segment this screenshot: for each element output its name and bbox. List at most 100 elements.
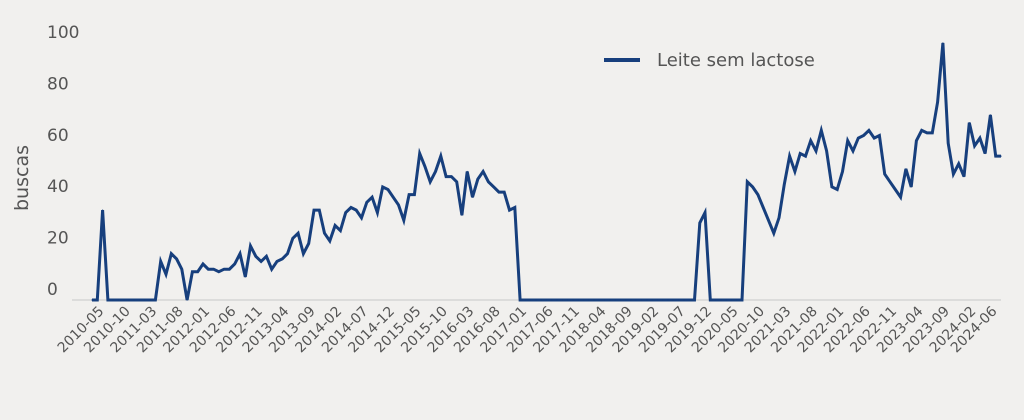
data-point: [567, 299, 569, 301]
data-point: [154, 299, 156, 301]
data-point: [942, 42, 944, 44]
data-point: [149, 299, 151, 301]
data-point: [440, 155, 442, 157]
y-tick-label: 20: [47, 229, 69, 249]
data-point: [804, 155, 807, 157]
data-point: [715, 299, 717, 301]
data-point: [683, 299, 685, 301]
data-point: [910, 186, 912, 188]
data-point: [329, 240, 331, 242]
data-point: [847, 140, 849, 142]
data-point: [276, 260, 278, 262]
data-point: [123, 299, 125, 301]
data-point: [482, 170, 484, 173]
data-point: [561, 299, 564, 301]
data-point: [271, 268, 273, 270]
data-point: [857, 137, 859, 139]
data-point: [318, 209, 320, 211]
data-point: [102, 209, 104, 211]
data-point: [297, 232, 299, 234]
data-point: [651, 299, 653, 301]
data-point: [841, 170, 844, 173]
data-point: [762, 206, 764, 209]
x-axis-ticks: 2010-052010-102011-032011-082012-012012-…: [55, 303, 1001, 356]
data-point: [662, 299, 664, 301]
data-point: [339, 230, 341, 232]
data-point: [736, 299, 738, 301]
data-point: [445, 176, 447, 178]
data-point: [424, 165, 426, 167]
data-point: [234, 263, 236, 265]
data-point: [646, 299, 648, 301]
data-point: [107, 299, 109, 301]
data-point: [820, 129, 822, 131]
data-point: [894, 188, 896, 191]
data-point: [128, 299, 130, 301]
data-point: [514, 206, 516, 209]
data-point: [355, 209, 357, 211]
data-point: [921, 129, 923, 131]
data-point: [471, 196, 474, 198]
data-point: [678, 299, 680, 301]
data-point: [255, 255, 257, 257]
data-point: [345, 212, 347, 214]
data-point: [989, 114, 992, 116]
data-point: [937, 101, 939, 103]
data-point: [540, 299, 542, 301]
data-point: [926, 132, 928, 134]
data-point: [207, 268, 209, 270]
data-point: [112, 299, 114, 301]
data-point: [376, 212, 378, 214]
data-point: [746, 181, 748, 183]
data-point: [419, 152, 421, 155]
data-point: [556, 299, 558, 301]
data-point: [974, 145, 976, 147]
data-point: [144, 299, 146, 301]
data-point: [408, 194, 410, 196]
data-point: [213, 268, 215, 270]
data-point: [958, 163, 960, 165]
data-point: [704, 212, 706, 214]
data-point: [778, 217, 780, 219]
data-point: [709, 299, 711, 301]
data-point: [577, 299, 579, 301]
data-point: [323, 232, 326, 234]
data-point: [630, 299, 632, 301]
data-point: [334, 224, 336, 227]
data-point: [968, 122, 970, 124]
data-point: [519, 299, 521, 301]
series-layer: [91, 42, 1002, 302]
data-point: [984, 152, 986, 155]
data-point: [641, 299, 643, 301]
data-point: [852, 150, 854, 152]
legend-label: Leite sem lactose: [657, 50, 815, 71]
data-point: [91, 299, 93, 301]
data-point: [783, 183, 785, 185]
data-point: [720, 299, 722, 301]
data-point: [545, 299, 548, 301]
y-tick-label: 100: [47, 23, 79, 43]
data-point: [160, 260, 162, 262]
data-point: [434, 170, 437, 173]
data-point: [191, 271, 193, 273]
data-point: [604, 299, 606, 301]
data-point: [239, 253, 241, 255]
data-point: [741, 299, 743, 301]
data-point: [535, 299, 537, 301]
y-tick-label: 40: [47, 177, 69, 197]
data-point: [360, 217, 363, 219]
data-point: [915, 140, 918, 142]
data-point: [884, 173, 886, 175]
data-point: [302, 253, 304, 255]
y-tick-label: 60: [47, 126, 69, 146]
data-point: [693, 299, 696, 301]
data-point: [524, 299, 527, 301]
data-point: [281, 258, 283, 260]
data-point: [900, 196, 902, 198]
data-point: [952, 173, 955, 175]
data-point: [265, 255, 267, 257]
data-point: [836, 188, 838, 191]
data-point: [366, 201, 368, 203]
data-point: [117, 299, 119, 301]
